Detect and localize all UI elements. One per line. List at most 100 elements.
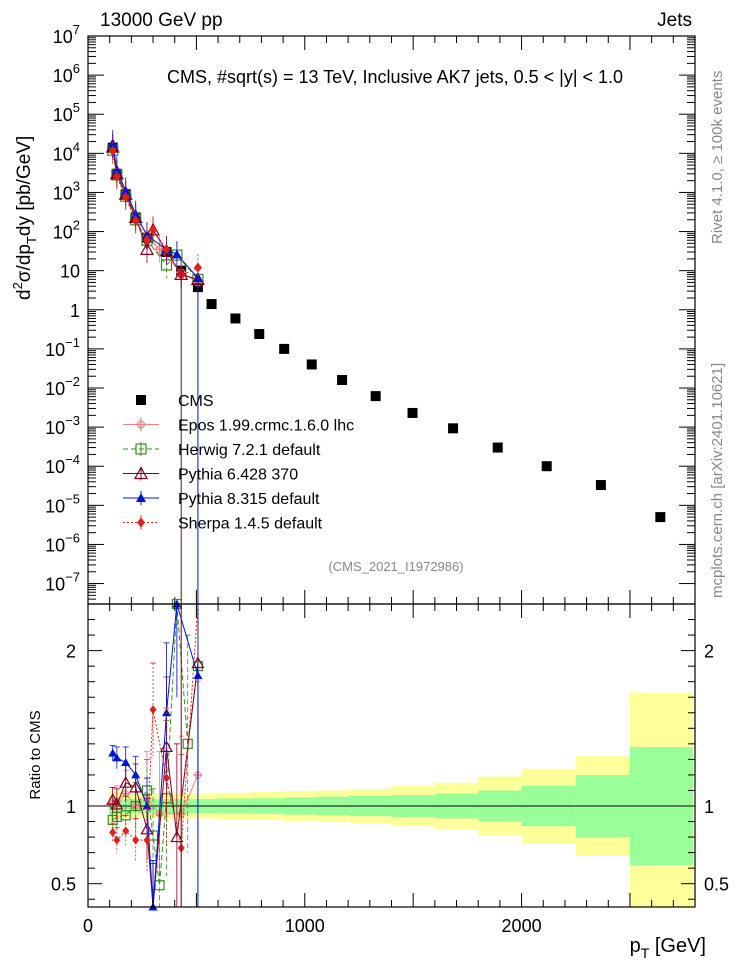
series-herwig [107, 136, 204, 293]
data-point [131, 215, 140, 226]
data-point [254, 329, 265, 340]
series-pythia [107, 129, 203, 292]
main-y-tick-label: 105 [53, 100, 80, 125]
ratio-series-herwig [107, 598, 204, 907]
x-tick-label: 2000 [502, 916, 542, 936]
series-epos [107, 133, 203, 296]
ratio-y-tick-label: 0.5 [51, 875, 76, 895]
process-label: Jets [657, 10, 692, 31]
main-y-tick-label: 1 [70, 301, 80, 321]
main-y-tick-label: 10−1 [45, 335, 80, 360]
data-point [655, 512, 666, 523]
ratio-y-tick-label-right: 0.5 [704, 875, 729, 895]
ratio-data-point [143, 835, 151, 845]
series-cms [107, 142, 666, 523]
data-point [192, 272, 203, 282]
data-point [108, 145, 117, 156]
main-panel: 10710610510410310210110−110−210−310−410−… [10, 22, 696, 605]
ratio-data-point [132, 835, 140, 845]
chart-title: CMS, #sqrt(s) = 13 TeV, Inclusive AK7 je… [167, 67, 623, 87]
legend-label: Herwig 7.2.1 default [178, 442, 321, 459]
x-tick-label: 1000 [285, 916, 325, 936]
data-point [595, 480, 606, 491]
main-y-tick-label: 103 [53, 178, 80, 203]
ratio-series-line [112, 603, 199, 886]
data-point [230, 313, 241, 324]
ratio-panel: 0.5 0.5 1 1 2 2 0 1000 2000 Ratio to CMS [27, 598, 729, 936]
main-y-tick-label: 10−2 [45, 374, 80, 399]
series-line [112, 146, 199, 283]
ratio-data-point [162, 773, 170, 783]
data-point [142, 235, 151, 246]
legend-label: Pythia 6.428 370 [178, 467, 298, 484]
legend-label: Sherpa 1.4.5 default [178, 516, 323, 533]
legend-marker [136, 493, 146, 502]
ratio-data-point [149, 705, 157, 715]
ratio-y-axis-title: Ratio to CMS [27, 710, 44, 799]
main-y-axis-title: d2σ/dpTdy [pb/GeV] [10, 136, 39, 300]
ratio-data-point [112, 753, 122, 762]
ratio-panel-frame [87, 603, 696, 908]
legend-label: Pythia 8.315 default [178, 491, 320, 508]
ratio-plot-area [88, 598, 695, 911]
ratio-axes: 0.5 0.5 1 1 2 2 0 1000 2000 [51, 604, 729, 936]
ratio-data-point [170, 830, 184, 843]
legend-item: Pythia 8.315 default [123, 491, 320, 508]
data-point [370, 391, 381, 402]
ratio-series-pythia [106, 603, 205, 908]
ratio-data-point [106, 793, 120, 805]
main-y-axis: 10710610510410310210110−110−210−310−410−… [45, 22, 696, 604]
x-axis-title: pT [GeV] [630, 935, 706, 961]
legend-label: Epos 1.99.crmc.1.6.0 lhc [178, 418, 354, 435]
mcplots-credit-label: mcplots.cern.ch [arXiv:2401.10621] [709, 363, 726, 598]
data-point [206, 299, 217, 310]
main-y-tick-label: 10−5 [45, 491, 80, 516]
data-point [279, 343, 290, 354]
legend-marker [136, 395, 146, 405]
data-point [162, 244, 171, 255]
legend-marker [137, 420, 145, 429]
data-point [112, 171, 121, 182]
data-point [306, 359, 317, 370]
collision-label: 13000 GeV pp [100, 10, 223, 31]
ratio-y-tick-label: 2 [66, 642, 76, 662]
data-point [448, 423, 459, 434]
ratio-data-point [131, 770, 141, 779]
data-point [193, 262, 202, 273]
ratio-y-tick-label: 1 [66, 797, 76, 817]
ratio-data-point [110, 797, 124, 810]
data-point [541, 461, 552, 472]
ratio-y-tick-label-right: 2 [704, 642, 714, 662]
ratio-data-point [113, 835, 121, 845]
main-y-tick-label: 10 [60, 262, 80, 282]
legend-label: CMS [178, 393, 214, 410]
ratio-data-point [121, 757, 131, 766]
legend-item: Sherpa 1.4.5 default [123, 515, 323, 533]
legend-marker [137, 517, 145, 528]
legend-item: Pythia 6.428 370 [123, 466, 298, 484]
rivet-version-label: Rivet 4.1.0, ≥ 100k events [709, 71, 726, 244]
main-y-tick-label: 106 [53, 61, 80, 86]
main-y-tick-label: 107 [53, 22, 80, 47]
x-tick-label: 0 [83, 916, 93, 936]
main-y-tick-label: 104 [53, 139, 80, 164]
ratio-series-line [112, 603, 199, 849]
legend-item: Herwig 7.2.1 default [123, 442, 321, 459]
data-point [492, 442, 503, 453]
main-y-tick-label: 10−3 [45, 413, 80, 438]
legend-item: CMS [136, 393, 214, 410]
series-line [112, 150, 199, 277]
main-plot-area [105, 129, 666, 604]
data-point [337, 375, 348, 386]
analysis-watermark: (CMS_2021_I1972986) [328, 559, 463, 574]
series-line [112, 143, 199, 279]
ratio-y-tick-label-right: 1 [704, 797, 714, 817]
legend-marker [135, 443, 147, 455]
data-point [171, 249, 182, 259]
series-line [112, 146, 199, 280]
main-y-tick-label: 10−4 [45, 452, 80, 477]
ratio-data-point [108, 748, 118, 757]
data-point [149, 224, 158, 235]
main-y-tick-label: 102 [53, 218, 80, 243]
